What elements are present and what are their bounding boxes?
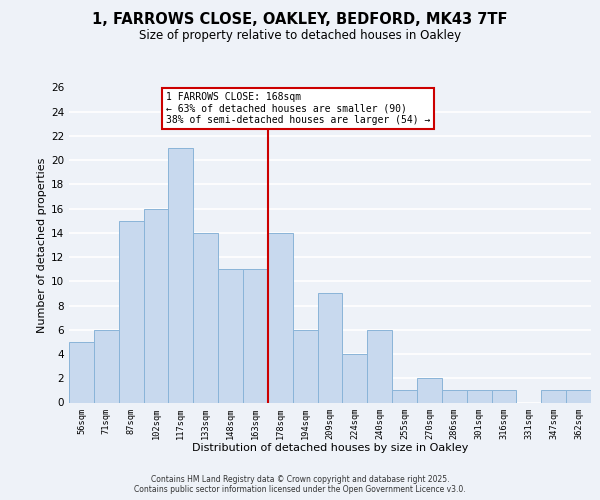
Bar	[317, 294, 343, 403]
Text: 1 FARROWS CLOSE: 168sqm
← 63% of detached houses are smaller (90)
38% of semi-de: 1 FARROWS CLOSE: 168sqm ← 63% of detache…	[166, 92, 430, 126]
Bar	[268, 233, 293, 402]
Bar	[293, 330, 317, 402]
Text: Size of property relative to detached houses in Oakley: Size of property relative to detached ho…	[139, 29, 461, 42]
Bar	[343, 354, 367, 403]
Bar	[94, 330, 119, 402]
Bar	[243, 269, 268, 402]
Bar	[491, 390, 517, 402]
X-axis label: Distribution of detached houses by size in Oakley: Distribution of detached houses by size …	[192, 443, 468, 453]
Bar	[417, 378, 442, 402]
Bar	[566, 390, 591, 402]
Bar	[143, 208, 169, 402]
Bar	[467, 390, 491, 402]
Bar	[119, 221, 143, 402]
Text: 1, FARROWS CLOSE, OAKLEY, BEDFORD, MK43 7TF: 1, FARROWS CLOSE, OAKLEY, BEDFORD, MK43 …	[92, 12, 508, 28]
Y-axis label: Number of detached properties: Number of detached properties	[37, 158, 47, 332]
Bar	[69, 342, 94, 402]
Bar	[193, 233, 218, 402]
Bar	[392, 390, 417, 402]
Bar	[218, 269, 243, 402]
Bar	[169, 148, 193, 403]
Bar	[541, 390, 566, 402]
Text: Contains HM Land Registry data © Crown copyright and database right 2025.
Contai: Contains HM Land Registry data © Crown c…	[134, 474, 466, 494]
Bar	[367, 330, 392, 402]
Bar	[442, 390, 467, 402]
